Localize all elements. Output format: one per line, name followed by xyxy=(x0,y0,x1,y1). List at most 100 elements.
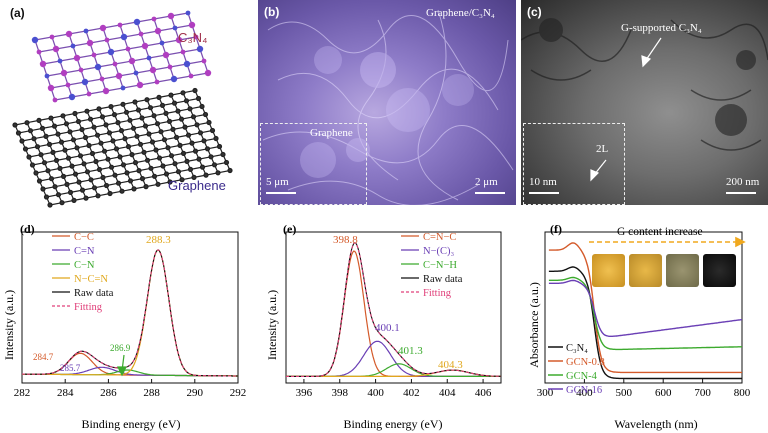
graphene-atom xyxy=(154,121,161,127)
c3n4-atom xyxy=(154,27,162,35)
c3n4-atom xyxy=(91,52,97,58)
c3n4-atom xyxy=(81,78,89,86)
graphene-atom xyxy=(131,186,137,192)
panel-f-label: (f) xyxy=(550,222,562,236)
c3n4-atom xyxy=(99,76,105,82)
c3n4-atom xyxy=(188,73,194,79)
d-raw-data xyxy=(22,249,238,377)
graphene-atom xyxy=(148,165,154,171)
powder-gcn-4 xyxy=(666,254,699,287)
graphene-atom xyxy=(196,156,202,162)
graphene-atom xyxy=(43,194,50,200)
graphene-atom xyxy=(79,187,86,193)
c3n4-atom xyxy=(180,49,186,55)
graphene-atom xyxy=(153,147,159,153)
graphene-atom xyxy=(93,158,99,165)
e-legend-fit: Fitting xyxy=(423,288,452,299)
graphene-atom xyxy=(55,131,61,137)
d-peak-288: 288.3 xyxy=(146,234,171,246)
graphene-atom xyxy=(34,144,41,150)
e-peak-400: 400.1 xyxy=(375,322,400,334)
d-legend-ncn: N−C=N xyxy=(74,274,108,285)
graphene-atom xyxy=(177,142,183,148)
graphene-atom xyxy=(124,170,130,176)
graphene-atom xyxy=(185,132,192,138)
graphene-atom xyxy=(199,164,206,170)
graphene-atom xyxy=(103,182,110,189)
d-fitting xyxy=(22,249,238,377)
d-peak-286: 286.9 xyxy=(110,343,131,353)
x-tick-label: 282 xyxy=(14,387,31,399)
graphene-atom xyxy=(163,110,169,117)
x-tick-label: 290 xyxy=(187,387,204,399)
graphene-atom xyxy=(156,94,162,101)
graphene-atom xyxy=(144,97,150,103)
d-legend-raw: Raw data xyxy=(74,288,114,299)
graphene-atom xyxy=(147,105,154,111)
e-fitting xyxy=(286,242,501,377)
x-tick-label: 396 xyxy=(296,387,313,399)
c3n4-atom xyxy=(151,16,157,22)
graphene-atom xyxy=(192,148,199,154)
graphene-atom xyxy=(167,179,173,185)
graphene-atom xyxy=(96,106,102,112)
graphene-atom xyxy=(55,192,62,198)
c3n4-sheet xyxy=(31,10,212,103)
graphene-atom xyxy=(67,129,73,135)
graphene-atom xyxy=(151,113,157,119)
graphene-atom xyxy=(27,128,34,134)
graphene-atom xyxy=(159,102,166,109)
graphene-atom xyxy=(84,108,90,114)
powder-gcn-16 xyxy=(703,254,736,287)
graphene-atom xyxy=(113,146,120,152)
c3n4-atom xyxy=(57,58,63,64)
graphene-atom xyxy=(79,126,85,133)
graphene-atom xyxy=(125,144,132,150)
f-series-0 xyxy=(548,266,742,380)
graphene-atom xyxy=(29,162,36,168)
powder-c3n4 xyxy=(592,254,625,287)
graphene-atom xyxy=(24,120,30,126)
graphene-atom xyxy=(119,188,125,194)
graphene-atom xyxy=(127,117,133,123)
graphene-atom xyxy=(195,95,202,102)
panel-d-chart: (d) Intensity (a.u.) Binding energy (eV)… xyxy=(2,222,246,431)
c3n4-atom xyxy=(117,22,123,28)
graphene-atom xyxy=(19,138,25,144)
graphene-atom xyxy=(53,157,60,163)
d-peak-284: 284.7 xyxy=(33,352,54,362)
graphene-atom xyxy=(45,168,51,174)
graphene-atom xyxy=(163,171,170,177)
graphene-atom xyxy=(180,90,186,96)
panel-b-scalebar-right xyxy=(475,192,505,194)
graphene-atom xyxy=(201,138,207,144)
panel-a: (a) C₃N₄ Graphene xyxy=(0,0,258,215)
graphene-atom xyxy=(197,130,204,136)
graphene-atom xyxy=(180,150,187,156)
panel-d-xlabel: Binding energy (eV) xyxy=(81,417,180,431)
f-legend-gcn08: GCN-0.8 xyxy=(566,357,605,368)
graphene-atom xyxy=(47,202,53,208)
graphene-atom xyxy=(38,152,44,158)
graphene-atom xyxy=(136,168,142,174)
e-peak-curve xyxy=(286,369,501,377)
graphene-atom xyxy=(83,195,89,201)
c3n4-atom xyxy=(193,34,199,40)
c3n4-atom xyxy=(83,28,89,34)
graphene-atom xyxy=(120,101,126,107)
graphene-atom xyxy=(151,173,158,179)
graphene-atom xyxy=(31,136,37,142)
x-tick-label: 402 xyxy=(403,387,420,399)
graphene-label: Graphene xyxy=(168,178,226,193)
graphene-atom xyxy=(156,155,163,161)
graphene-atom xyxy=(115,180,122,186)
graphene-atom xyxy=(103,122,109,128)
panel-b-scale-left: 5 μm xyxy=(266,176,289,188)
tem-arrow-top xyxy=(641,37,662,68)
d-peak-285: 285.7 xyxy=(60,363,81,373)
panel-e-chart: (e) Intensity (a.u.) Binding energy (eV)… xyxy=(265,222,502,431)
graphene-atom xyxy=(41,160,48,166)
graphene-atom xyxy=(122,136,128,142)
graphene-atom xyxy=(160,163,166,169)
graphene-atom xyxy=(52,184,58,190)
